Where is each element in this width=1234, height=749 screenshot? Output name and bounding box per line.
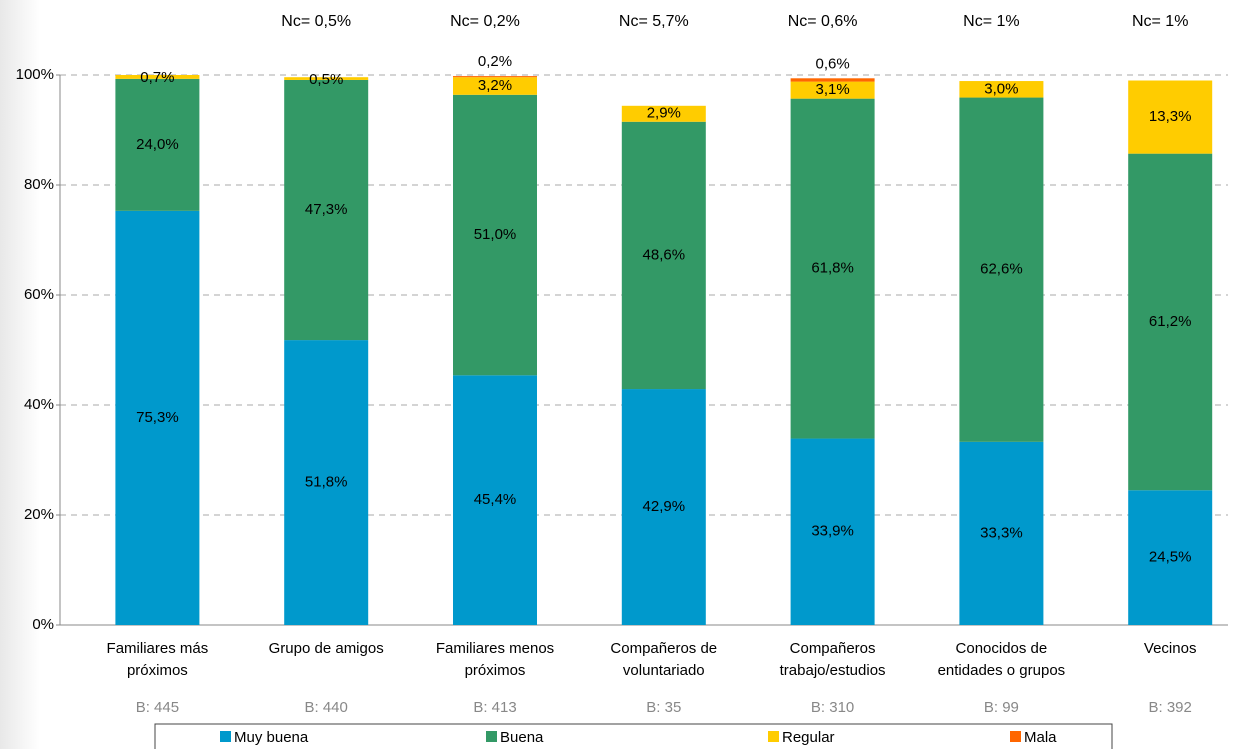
base-label: B: 445 — [136, 699, 179, 716]
x-tick-label: Vecinos — [1143, 640, 1197, 657]
bar-segment — [959, 441, 1044, 625]
base-label: B: 413 — [473, 699, 516, 716]
y-tick-label: 80% — [24, 176, 54, 193]
y-tick-label: 40% — [24, 396, 54, 413]
bar-segment — [790, 78, 875, 82]
bar-segment — [621, 105, 706, 122]
data-label: 0,2% — [478, 53, 512, 70]
base-label: B: 310 — [811, 699, 854, 716]
legend-label: Muy buena — [234, 729, 309, 746]
legend-swatch — [486, 731, 497, 742]
x-tick-label: Grupo de amigos — [268, 640, 384, 657]
x-tick-label: Conocidos de entidades o grupos — [937, 640, 1066, 679]
bar-segment — [453, 375, 537, 625]
data-label: 61,2% — [1149, 313, 1192, 330]
data-label: 33,3% — [980, 524, 1023, 541]
base-label: B: 440 — [305, 699, 348, 716]
data-label: 0,7% — [140, 69, 174, 86]
data-label: 75,3% — [136, 409, 179, 426]
base-label: B: 35 — [646, 699, 681, 716]
legend-label: Mala — [1024, 729, 1057, 746]
bar-segment — [621, 389, 706, 625]
legend-box — [154, 723, 1113, 749]
data-label: 13,3% — [1149, 108, 1192, 125]
data-label: 3,0% — [984, 80, 1018, 97]
bar-segment — [453, 77, 537, 95]
bar-segment — [1128, 80, 1213, 154]
top-annotation: Nc= 0,2% — [450, 13, 520, 30]
bar-segment — [790, 81, 875, 99]
base-label: B: 99 — [984, 699, 1019, 716]
bar-segment — [453, 76, 537, 78]
data-label: 48,6% — [643, 246, 686, 263]
bar-segment — [959, 81, 1044, 98]
legend-swatch — [768, 731, 779, 742]
bar-segment — [621, 121, 706, 390]
bar-segment — [1128, 153, 1213, 491]
top-annotation: Nc= 0,5% — [281, 13, 351, 30]
data-label: 33,9% — [811, 523, 854, 540]
x-tick-label: Familiares menos próximos — [435, 640, 555, 679]
legend-swatch — [1010, 731, 1021, 742]
bar-segment — [284, 77, 369, 80]
data-label: 0,6% — [815, 55, 849, 72]
x-tick-label: Familiares más próximos — [106, 640, 209, 679]
data-label: 24,5% — [1149, 549, 1192, 566]
bar-segment — [1128, 490, 1213, 625]
bar-segment — [284, 79, 369, 341]
bar-segment — [284, 340, 369, 625]
data-label: 51,0% — [474, 226, 517, 243]
bar-segment — [790, 98, 875, 439]
data-label: 2,9% — [647, 105, 681, 122]
top-annotation: Nc= 1% — [1132, 13, 1188, 30]
data-label: 61,8% — [811, 260, 854, 277]
bar-segment — [115, 78, 200, 211]
bar-segment — [115, 75, 200, 79]
data-label: 24,0% — [136, 136, 179, 153]
data-label: 42,9% — [643, 498, 686, 515]
legend-swatch — [220, 731, 231, 742]
top-annotation: Nc= 0,6% — [788, 13, 858, 30]
y-tick-label: 20% — [24, 506, 54, 523]
bar-segment — [453, 94, 537, 376]
data-label: 51,8% — [305, 474, 348, 491]
x-tick-label: Compañeros de voluntariado — [610, 640, 718, 679]
x-tick-label: Compañeros trabajo/estudios — [779, 640, 886, 679]
data-label: 45,4% — [474, 491, 517, 508]
data-label: 47,3% — [305, 201, 348, 218]
bar-segment — [790, 438, 875, 625]
top-annotation: Nc= 1% — [963, 13, 1019, 30]
data-label: 0,5% — [309, 71, 343, 88]
legend-label: Buena — [500, 729, 544, 746]
y-tick-label: 60% — [24, 286, 54, 303]
y-tick-label: 0% — [32, 616, 54, 633]
legend-label: Regular — [782, 729, 835, 746]
data-label: 62,6% — [980, 261, 1023, 278]
top-annotation: Nc= 5,7% — [619, 13, 689, 30]
data-label: 3,1% — [815, 81, 849, 98]
y-tick-label: 100% — [16, 66, 54, 83]
bar-segment — [115, 210, 200, 625]
bar-segment — [959, 97, 1044, 442]
base-label: B: 392 — [1149, 699, 1192, 716]
data-label: 3,2% — [478, 77, 512, 94]
